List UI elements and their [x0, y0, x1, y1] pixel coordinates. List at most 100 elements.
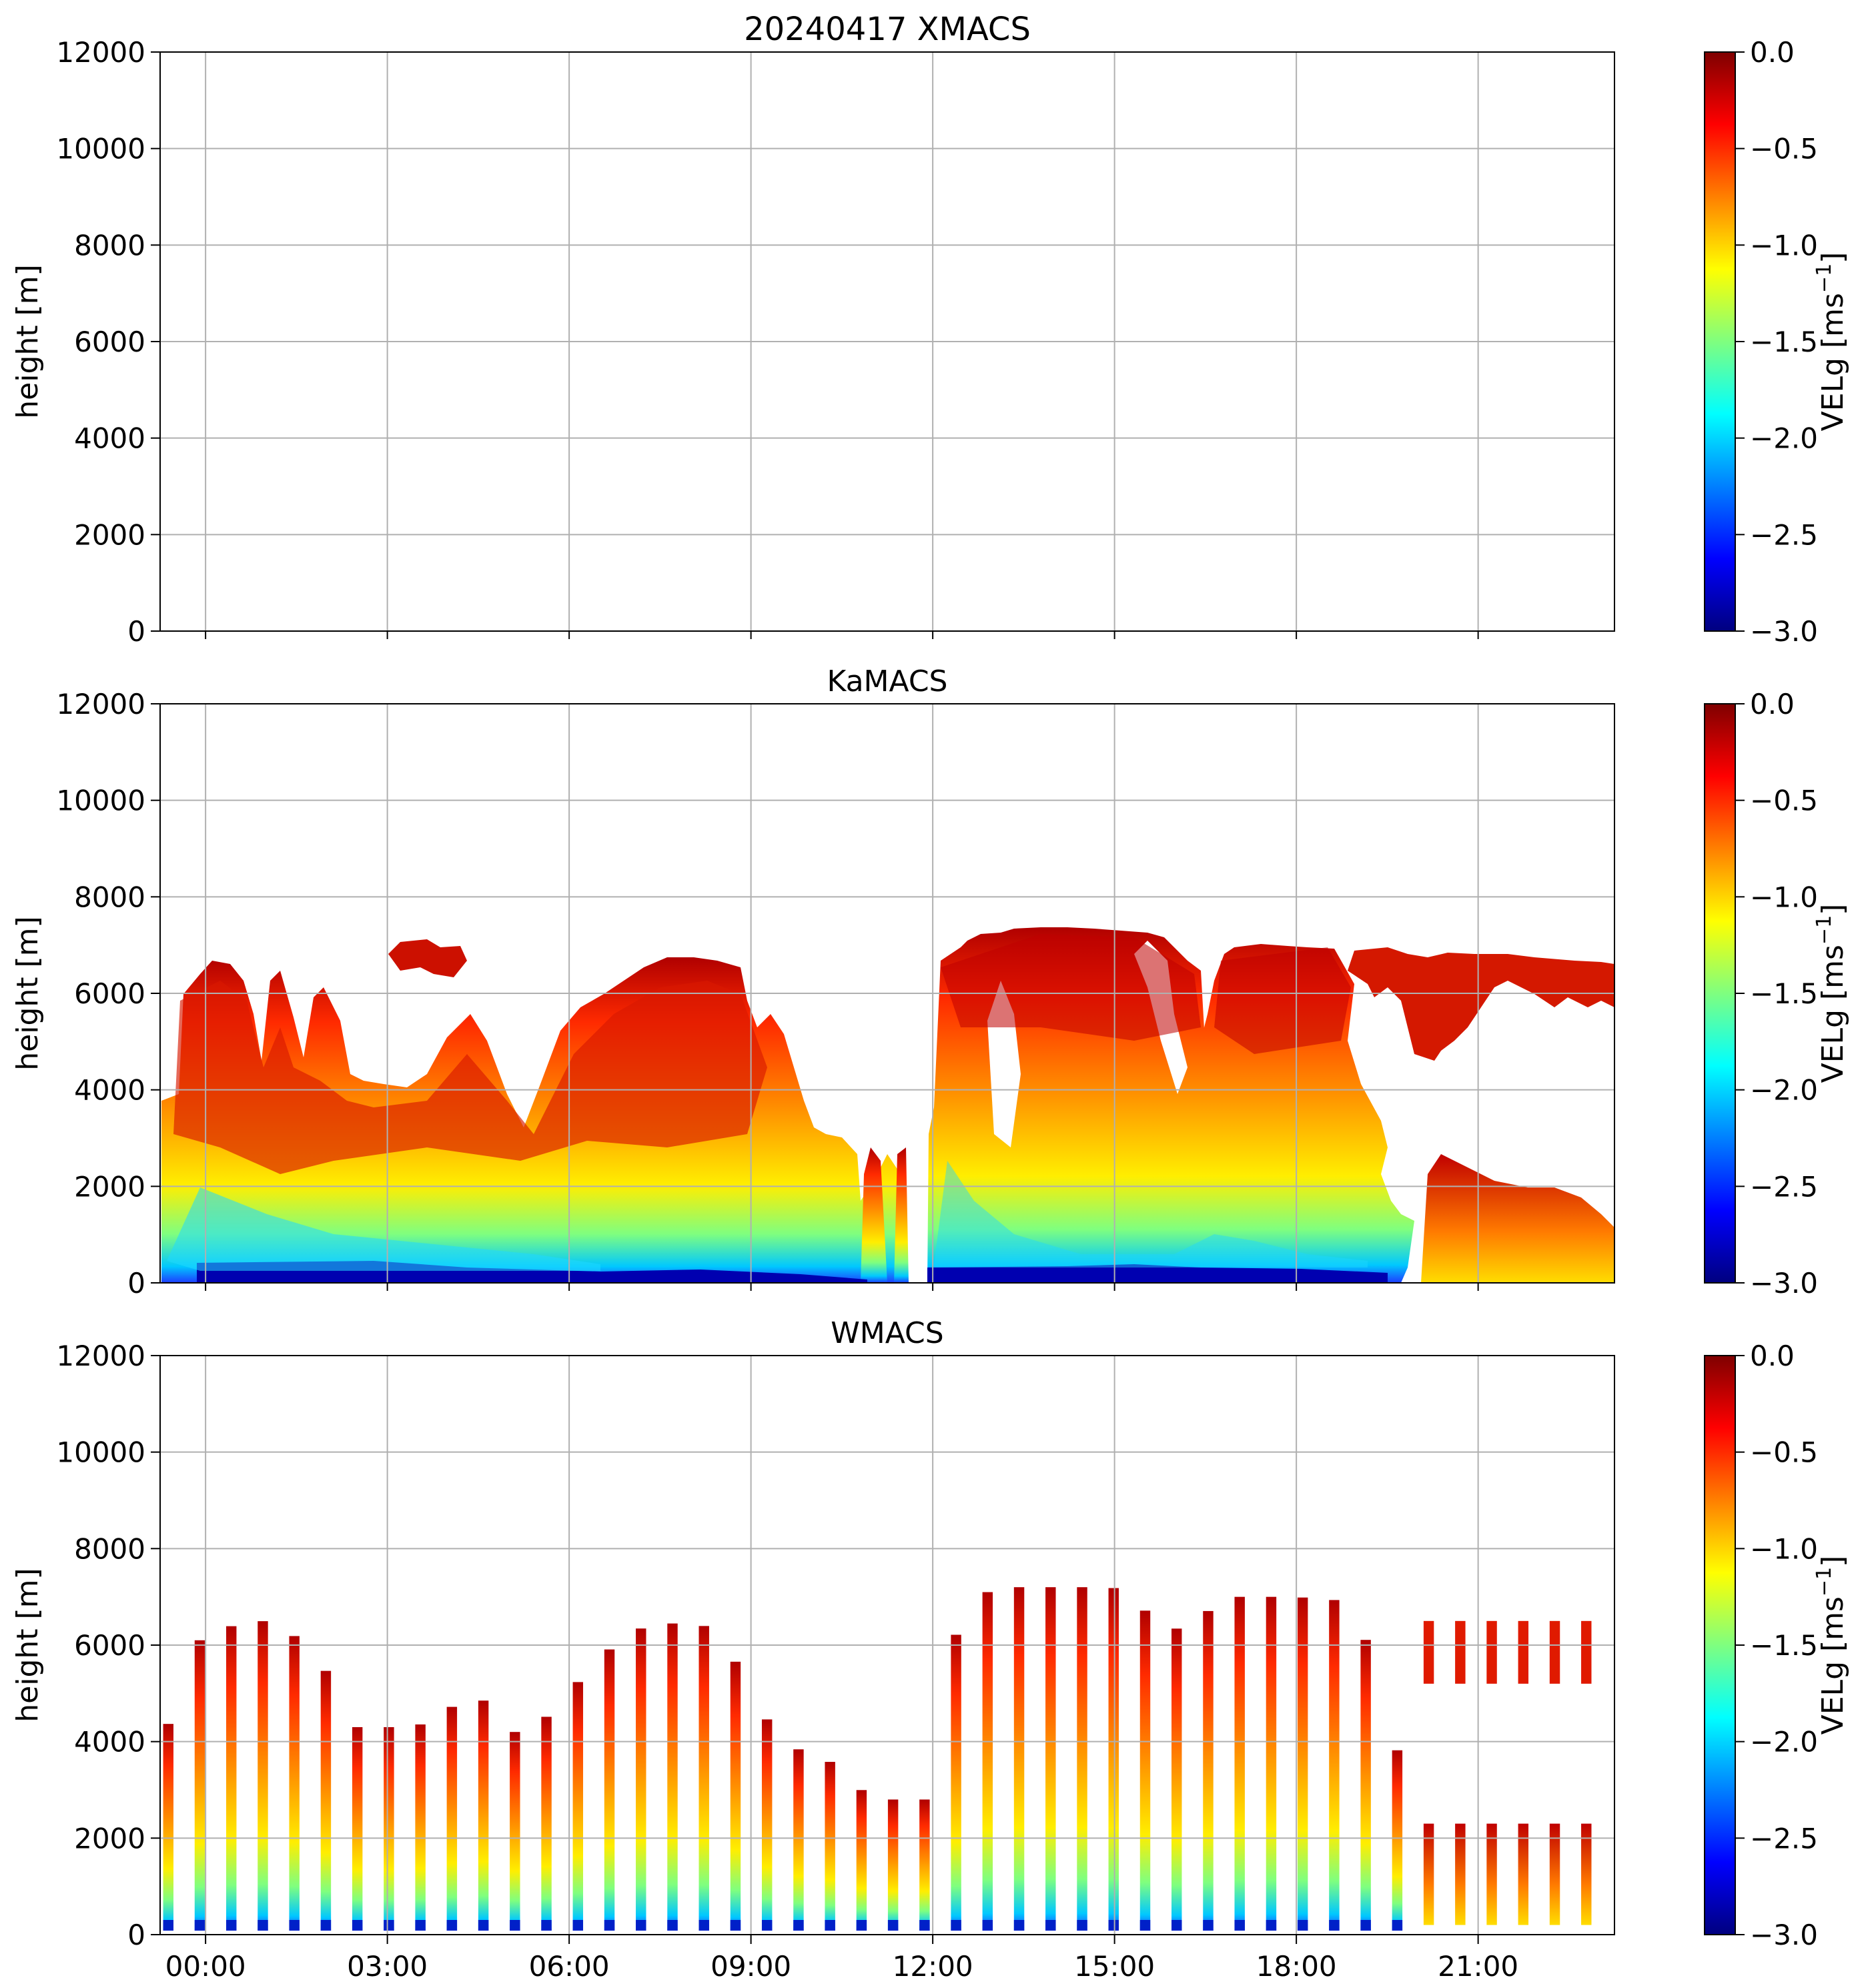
echo-region-ka-9: [941, 934, 1201, 1041]
wmacs-column-base: [856, 1920, 867, 1931]
echo-surface-cyan-ka: [167, 1187, 600, 1271]
colorbar: [1704, 703, 1736, 1284]
wmacs-column-base: [226, 1920, 237, 1931]
wmacs-column-base: [667, 1920, 678, 1931]
wmacs-column: [793, 1749, 804, 1931]
colorbar-tick-label: −2.0: [1750, 422, 1818, 455]
x-tick-label: 06:00: [529, 1950, 610, 1983]
wmacs-column: [1329, 1600, 1340, 1931]
wmacs-column-upper: [1518, 1620, 1529, 1684]
colorbar-tick-label: −3.0: [1750, 1267, 1818, 1300]
wmacs-column-base: [1077, 1920, 1087, 1931]
wmacs-column-base: [446, 1920, 458, 1931]
colorbar-tick-label: −2.0: [1750, 1074, 1818, 1107]
wmacs-column: [163, 1724, 173, 1931]
wmacs-column-base: [1297, 1920, 1308, 1931]
y-tick-label: 12000: [56, 1340, 145, 1372]
colorbar: [1704, 1355, 1736, 1935]
wmacs-column: [1266, 1596, 1277, 1931]
wmacs-column-base: [1108, 1920, 1119, 1931]
x-axis-kamacs: [205, 1283, 1479, 1291]
echo-region-ka-11: [1348, 947, 1614, 1061]
colorbar-tick-label: −0.5: [1750, 133, 1818, 165]
x-tick-label: 09:00: [711, 1950, 791, 1983]
y-tick-label: 0: [127, 1919, 145, 1951]
wmacs-column-base: [1203, 1920, 1214, 1931]
panel-title-xmacs: 20240417 XMACS: [744, 11, 1031, 48]
y-axis-label-xmacs: height [m]: [11, 264, 45, 418]
wmacs-column-base: [1266, 1920, 1277, 1931]
wmacs-column-base: [951, 1920, 961, 1931]
echo-region-ka-3: [388, 939, 467, 977]
wmacs-column: [604, 1649, 615, 1931]
colorbar-tick-label: 0.0: [1750, 688, 1795, 720]
y-tick-label: 10000: [56, 1436, 145, 1469]
colorbar-tick-label: −1.5: [1750, 977, 1818, 1010]
wmacs-column: [730, 1661, 741, 1931]
wmacs-column-upper: [1486, 1620, 1497, 1684]
colorbar: [1704, 51, 1736, 632]
x-tick-label: 18:00: [1256, 1950, 1337, 1983]
wmacs-column: [194, 1640, 205, 1931]
colorbar-tick-label: −2.5: [1750, 1822, 1818, 1855]
wmacs-column-lower: [1455, 1823, 1466, 1925]
wmacs-column-base: [415, 1920, 426, 1931]
echo-field-wmacs: [163, 1587, 1592, 1931]
wmacs-column-base: [384, 1920, 394, 1931]
wmacs-column: [887, 1799, 899, 1931]
wmacs-column-base: [887, 1920, 899, 1931]
wmacs-column: [510, 1732, 520, 1931]
colorbar-tick-label: 0.0: [1750, 1340, 1795, 1372]
echo-region-ka-5: [894, 1147, 909, 1283]
wmacs-column: [1203, 1610, 1214, 1931]
wmacs-column: [1171, 1628, 1182, 1931]
colorbar-label: VELg [ms−1]: [1813, 904, 1850, 1083]
colorbar-tick-label: −2.5: [1750, 518, 1818, 551]
wmacs-column-base: [1171, 1920, 1182, 1931]
y-tick-label: 8000: [74, 229, 145, 262]
wmacs-column-base: [698, 1920, 709, 1931]
wmacs-column: [1108, 1588, 1119, 1931]
wmacs-column: [1077, 1587, 1087, 1931]
wmacs-column-base: [1045, 1920, 1056, 1931]
wmacs-column: [1045, 1587, 1056, 1931]
y-tick-label: 4000: [74, 1074, 145, 1107]
y-axis-xmacs: 0 2000 4000 6000 8000 10000 12000: [56, 36, 160, 648]
wmacs-column: [258, 1621, 268, 1931]
colorbar-tick-label: −0.5: [1750, 785, 1818, 817]
wmacs-column-base: [919, 1920, 930, 1931]
echo-region-ka-4: [861, 1147, 887, 1283]
wmacs-column-base: [1013, 1920, 1025, 1931]
wmacs-column-base: [1329, 1920, 1340, 1931]
y-tick-label: 2000: [74, 1170, 145, 1203]
wmacs-column-base: [572, 1920, 584, 1931]
wmacs-column-base: [730, 1920, 741, 1931]
colorbar-tick-label: −3.0: [1750, 615, 1818, 648]
wmacs-column: [761, 1719, 773, 1931]
wmacs-column: [384, 1726, 394, 1931]
colorbar-tick-label: −1.0: [1750, 1532, 1818, 1565]
x-tick-label: 12:00: [893, 1950, 973, 1983]
wmacs-column-base: [352, 1920, 363, 1931]
wmacs-column-base: [541, 1920, 552, 1931]
wmacs-column-base: [1234, 1920, 1245, 1931]
wmacs-column: [1013, 1587, 1025, 1931]
wmacs-column: [1234, 1596, 1245, 1931]
wmacs-column: [289, 1636, 300, 1931]
colorbar-tick-label: −0.5: [1750, 1436, 1818, 1469]
wmacs-column: [572, 1682, 584, 1931]
colorbar-label: VELg [ms−1]: [1813, 252, 1850, 432]
y-tick-label: 4000: [74, 422, 145, 455]
wmacs-column: [856, 1790, 867, 1931]
colorbar-tick-label: −2.0: [1750, 1726, 1818, 1759]
wmacs-column-base: [194, 1920, 205, 1931]
y-tick-label: 12000: [56, 688, 145, 720]
wmacs-column-lower: [1581, 1823, 1592, 1925]
wmacs-column-base: [163, 1920, 173, 1931]
wmacs-column: [698, 1626, 709, 1931]
x-tick-label: 03:00: [347, 1950, 428, 1983]
wmacs-column: [825, 1762, 835, 1931]
wmacs-column-base: [258, 1920, 268, 1931]
colorbar-label: VELg [ms−1]: [1813, 1556, 1850, 1735]
